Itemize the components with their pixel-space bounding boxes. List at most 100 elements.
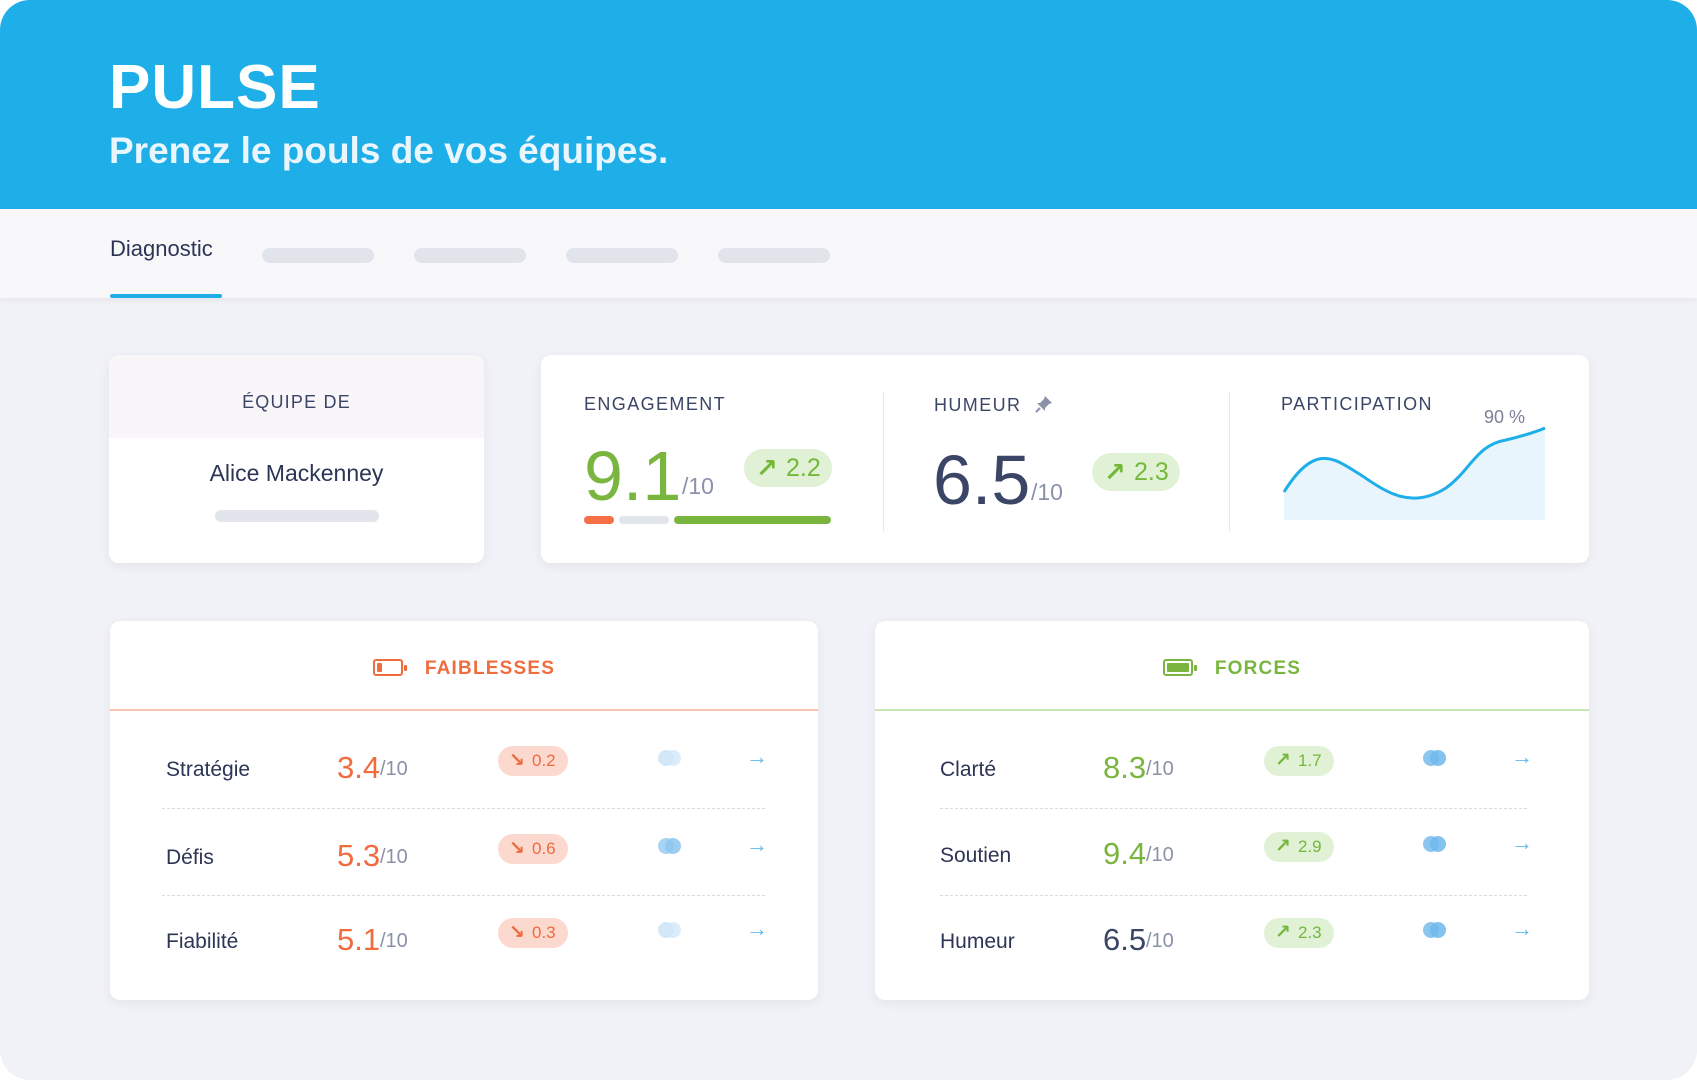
item-delta: 0.3 [532,923,556,942]
overlap-icon [1423,922,1447,938]
overlap-icon [658,922,682,938]
item-delta: 2.9 [1298,837,1322,856]
tab-placeholder[interactable] [566,248,678,263]
list-item[interactable]: Clarté 8.3 /10 ↗ 1.7 → [875,744,1589,838]
sparkline-line [1282,426,1546,500]
strengths-header: FORCES [875,621,1589,711]
pin-icon [1035,396,1052,413]
arrow-right-icon[interactable]: → [746,832,768,857]
arrow-right-icon[interactable]: → [746,916,768,941]
item-denom: /10 [1146,930,1174,952]
engagement-score: 9.1 [584,437,682,515]
arrow-right-icon[interactable]: → [1511,830,1533,855]
engagement-bar-high [674,516,831,524]
arrow-down-right-icon: ↘ [509,838,525,859]
item-label: Clarté [940,758,997,781]
arrow-down-right-icon: ↘ [509,750,525,771]
item-delta-badge: ↗ 2.9 [1264,832,1334,862]
item-delta: 0.6 [532,839,556,858]
item-label: Humeur [940,930,1015,953]
item-delta: 1.7 [1298,751,1322,770]
item-denom: /10 [380,758,408,780]
engagement-bar-low [584,516,614,524]
battery-low-icon [372,659,407,676]
item-delta-badge: ↘ 0.2 [498,746,568,776]
team-heading: ÉQUIPE DE [109,355,484,438]
overlap-icon [1423,750,1447,766]
participation-value: 90 % [1484,407,1526,427]
arrow-up-right-icon: ↗ [1275,922,1291,943]
weaknesses-title: FAIBLESSES [424,658,556,679]
list-item[interactable]: Soutien 9.4 /10 ↗ 2.9 → [875,830,1589,924]
humeur-score: 6.5 [933,441,1031,519]
participation-sparkline [1282,426,1546,520]
engagement-denom: /10 [682,473,714,499]
item-score: 5.1 [337,922,381,957]
divider [883,392,884,532]
engagement-bar-mid [619,516,669,524]
arrow-right-icon[interactable]: → [1511,916,1533,941]
team-card: ÉQUIPE DE Alice Mackenney [109,355,484,563]
item-denom: /10 [1146,844,1174,866]
engagement-delta: 2.2 [786,454,821,482]
sparkline-area [1284,428,1545,520]
item-score: 5.3 [337,838,381,873]
arrow-up-right-icon: ↗ [756,453,778,483]
item-delta: 0.2 [532,751,556,770]
divider [1229,392,1230,532]
battery-full-icon [1162,659,1197,676]
engagement-label: ENGAGEMENT [584,394,727,414]
humeur-delta-badge: ↗ 2.3 [1092,453,1180,491]
overlap-icon [658,750,682,766]
arrow-right-icon[interactable]: → [746,744,768,769]
arrow-down-right-icon: ↘ [509,922,525,943]
list-item[interactable]: Fiabilité 5.1 /10 ↘ 0.3 → [110,916,818,1000]
item-denom: /10 [380,930,408,952]
team-owner-name: Alice Mackenney [209,460,384,486]
tab-bar: Diagnostic [0,209,1697,298]
overlap-icon [1423,836,1447,852]
item-score: 6.5 [1103,922,1147,957]
strengths-card: FORCES Clarté 8.3 /10 ↗ 1.7 → Soutien 9.… [875,621,1589,1000]
item-label: Soutien [940,844,1012,867]
item-score: 9.4 [1103,836,1147,871]
tab-placeholder[interactable] [718,248,830,263]
item-delta-badge: ↘ 0.6 [498,834,568,864]
tab-diagnostic[interactable]: Diagnostic [110,236,213,261]
item-label: Fiabilité [166,930,239,953]
row-separator [940,895,1527,896]
arrow-right-icon[interactable]: → [1511,744,1533,769]
item-score: 3.4 [337,750,381,785]
app-subtitle: Prenez le pouls de vos équipes. [109,130,669,171]
arrow-up-right-icon: ↗ [1275,750,1291,771]
humeur-label-text: HUMEUR [934,395,1022,415]
weaknesses-header: FAIBLESSES [110,621,818,711]
metrics-card: ENGAGEMENT 9.1 /10 ↗ 2.2 HUMEUR 6.5 /10 … [541,355,1589,563]
arrow-up-right-icon: ↗ [1275,836,1291,857]
humeur-denom: /10 [1031,479,1063,505]
item-delta-badge: ↘ 0.3 [498,918,568,948]
humeur-label: HUMEUR [934,394,1054,416]
list-item[interactable]: Humeur 6.5 /10 ↗ 2.3 → [875,916,1589,1000]
weaknesses-card: FAIBLESSES Stratégie 3.4 /10 ↘ 0.2 → Déf… [110,621,818,1000]
header-banner: PULSE Prenez le pouls de vos équipes. [0,0,1697,209]
item-label: Défis [166,846,214,869]
tab-placeholder[interactable] [262,248,374,263]
item-delta-badge: ↗ 1.7 [1264,746,1334,776]
item-score: 8.3 [1103,750,1147,785]
tab-placeholder[interactable] [414,248,526,263]
item-denom: /10 [380,846,408,868]
engagement-delta-badge: ↗ 2.2 [744,449,832,487]
app-title: PULSE [109,53,321,122]
humeur-delta: 2.3 [1134,458,1169,486]
item-delta: 2.3 [1298,923,1322,942]
list-item[interactable]: Stratégie 3.4 /10 ↘ 0.2 → [110,744,818,838]
overlap-icon [658,838,682,854]
participation-label: PARTICIPATION [1281,394,1433,414]
row-separator [162,895,765,896]
tab-active-indicator [110,294,222,298]
row-separator [940,808,1527,809]
item-denom: /10 [1146,758,1174,780]
list-item[interactable]: Défis 5.3 /10 ↘ 0.6 → [110,832,818,926]
